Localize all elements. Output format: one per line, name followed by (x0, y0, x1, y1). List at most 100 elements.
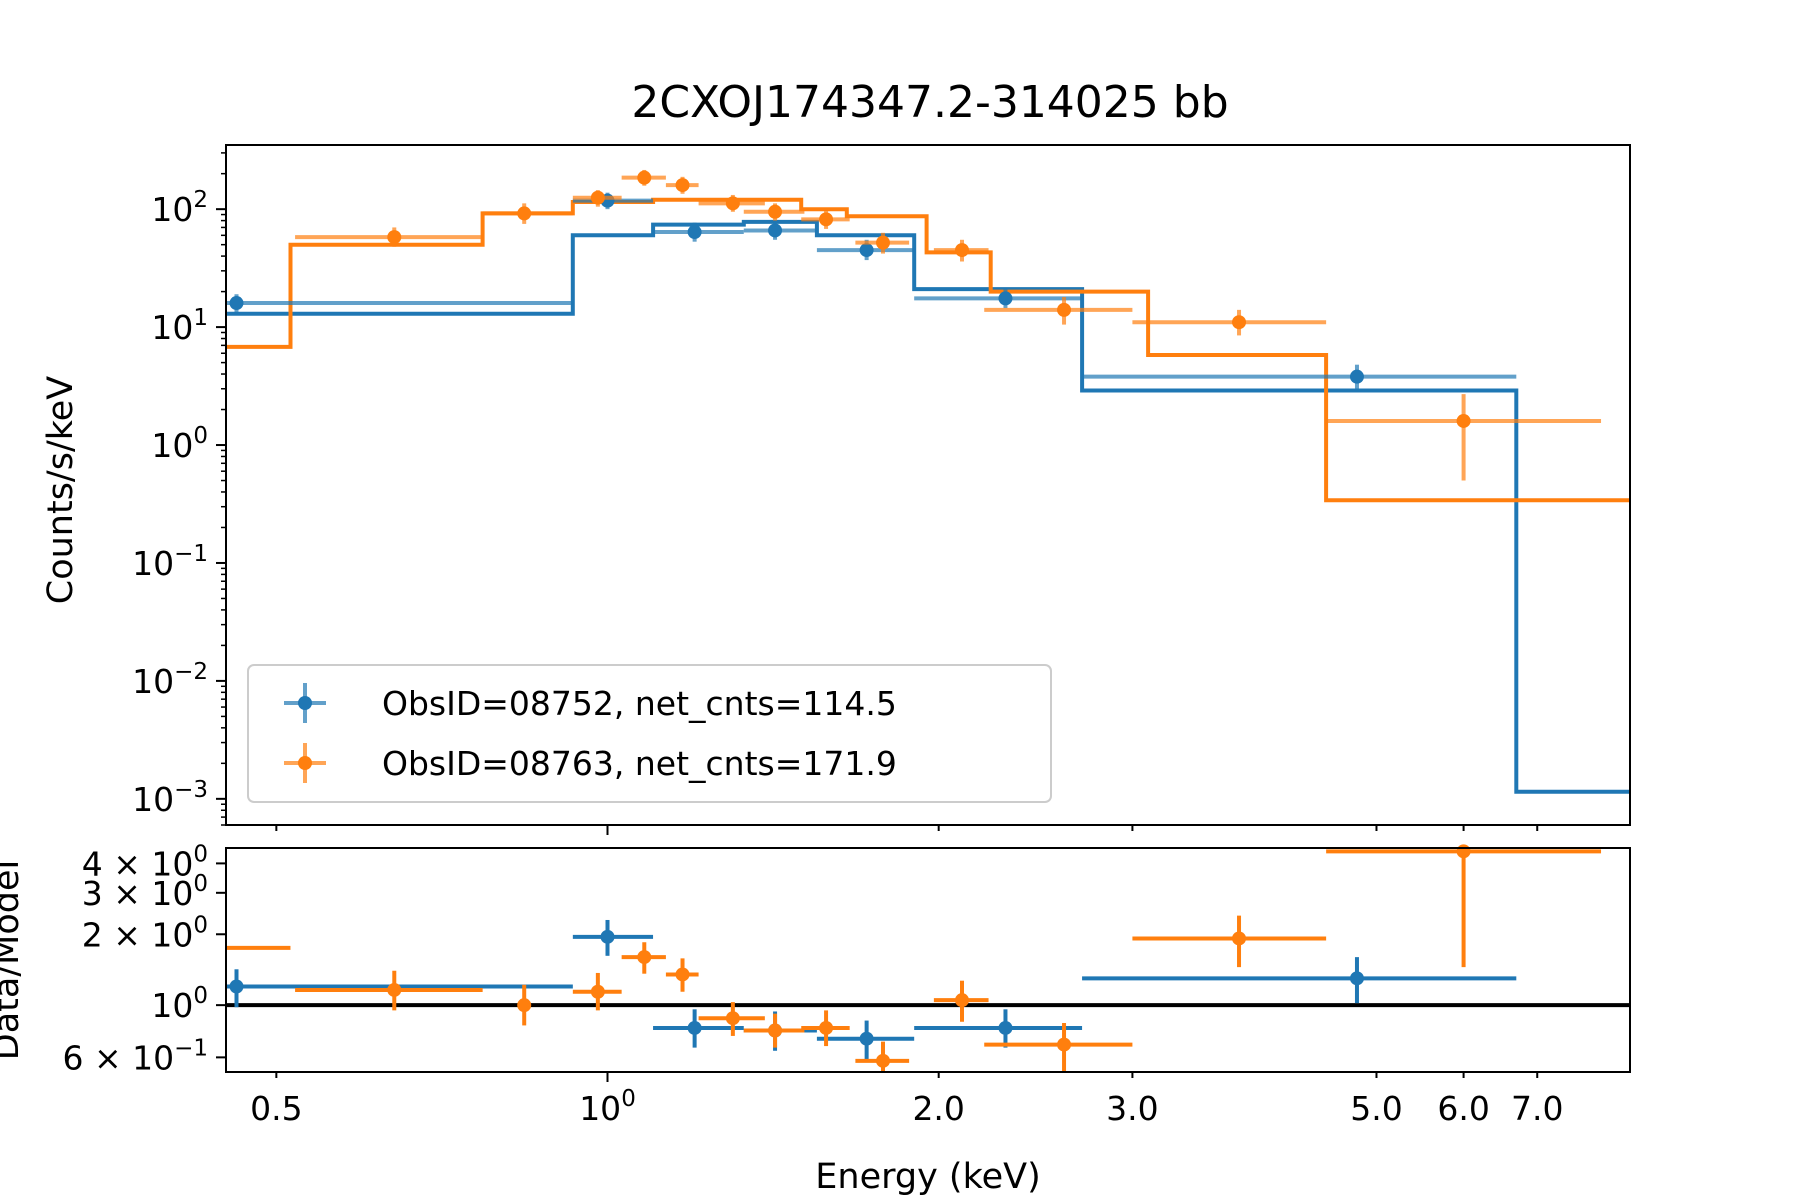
top-data-marker (859, 243, 874, 258)
top-data-point-series2 (295, 227, 483, 247)
bottom-data-marker (859, 1031, 874, 1046)
legend-marker (298, 696, 312, 710)
bottom-data-marker (229, 979, 244, 994)
top-data-point-series2 (1132, 309, 1327, 336)
legend-entry-2: ObsID=08763, net_cnts=171.9 (284, 743, 897, 783)
bottom-data-point-series1 (653, 1009, 744, 1048)
x-tick-label: 0.5 (250, 1089, 302, 1128)
top-panel-frame (225, 144, 1631, 826)
bottom-data-marker (637, 950, 652, 965)
bottom-y-tick-label: 4 × 100 (82, 841, 208, 883)
top-data-point-series2 (698, 194, 765, 212)
bottom-data-marker (600, 929, 615, 944)
top-data-marker (1232, 315, 1247, 330)
bottom-data-point-series1 (572, 919, 654, 956)
top-data-point-series1 (1082, 364, 1517, 389)
legend-marker (298, 756, 312, 770)
bottom-data-marker (1232, 931, 1247, 946)
bottom-data-marker (517, 998, 532, 1013)
top-data-point-series1 (226, 294, 573, 314)
top-data-point-series2 (855, 232, 910, 254)
x-axis-label: Energy (keV) (815, 1157, 1040, 1197)
bottom-data-point-series1 (816, 1020, 915, 1060)
bottom-data-point-series2 (572, 972, 622, 1011)
top-data-point-series2 (933, 239, 989, 262)
top-data-marker (819, 212, 834, 227)
bottom-data-marker (998, 1020, 1013, 1035)
bottom-data-point-series2 (698, 1002, 765, 1036)
bottom-data-marker (1349, 971, 1364, 986)
x-tick-label: 5.0 (1350, 1089, 1402, 1128)
top-y-axis-label: Counts/s/keV (41, 376, 81, 605)
chart-title: 2CXOJ174347.2-314025 bb (631, 77, 1228, 128)
bottom-data-point-series2 (665, 958, 699, 992)
top-data-marker (637, 170, 652, 185)
x-tick-label: 6.0 (1437, 1089, 1489, 1128)
bottom-data-marker (1456, 844, 1471, 859)
top-data-point-series1 (653, 222, 744, 242)
top-data-point-series2 (743, 203, 805, 221)
bottom-data-marker (876, 1053, 891, 1068)
bottom-data-marker (768, 1023, 783, 1038)
top-data-marker (675, 178, 690, 193)
bottom-data-point-series1 (1082, 957, 1517, 1004)
top-data-marker (1057, 302, 1072, 317)
legend: ObsID=08752, net_cnts=114.5 ObsID=08763, … (247, 664, 1052, 803)
legend-label: ObsID=08763, net_cnts=171.9 (382, 744, 897, 783)
top-data-point-series2 (984, 296, 1133, 325)
top-data-point-series1 (914, 289, 1083, 309)
bottom-data-marker (675, 967, 690, 982)
top-y-tick-label: 10−3 (132, 777, 208, 819)
top-data-point-series2 (665, 176, 699, 194)
top-data-point-series1 (743, 221, 817, 240)
top-data-point-series2 (572, 190, 622, 207)
bottom-data-point-series2 (1132, 915, 1327, 968)
bottom-data-marker (687, 1020, 702, 1035)
bottom-data-point-series2 (801, 1010, 850, 1047)
x-tick-label: 3.0 (1106, 1089, 1158, 1128)
top-data-point-series2 (621, 169, 666, 186)
bottom-data-point-series2 (855, 1041, 910, 1072)
top-data-marker (725, 196, 740, 211)
top-data-marker (590, 190, 605, 205)
x-tick-label: 7.0 (1511, 1089, 1563, 1128)
bottom-data-point-series2 (984, 1022, 1133, 1072)
top-data-marker (687, 225, 702, 240)
bottom-data-marker (819, 1020, 834, 1035)
bottom-data-point-series2 (517, 984, 532, 1026)
bottom-data-point-series2 (933, 980, 989, 1022)
top-data-marker (229, 296, 244, 311)
bottom-data-marker (954, 993, 969, 1008)
bottom-data-point-series2 (295, 970, 483, 1011)
top-data-marker (768, 223, 783, 238)
top-data-marker (998, 291, 1013, 306)
bottom-data-marker (1057, 1037, 1072, 1052)
top-data-marker (1349, 369, 1364, 384)
legend-entry-1: ObsID=08752, net_cnts=114.5 (284, 683, 897, 723)
legend-box (247, 664, 1052, 803)
legend-label: ObsID=08752, net_cnts=114.5 (382, 684, 897, 723)
top-data-point-series2 (1326, 394, 1602, 481)
bottom-data-marker (725, 1011, 740, 1026)
bottom-y-axis-label: Data/Model (0, 860, 27, 1060)
top-data-point-series2 (482, 203, 573, 224)
top-data-marker (517, 206, 532, 221)
bottom-data-point-series2 (621, 942, 666, 974)
bottom-data-marker (590, 984, 605, 999)
top-data-marker (954, 243, 969, 258)
bottom-panel-frame (225, 847, 1631, 1073)
top-data-point-series1 (816, 239, 915, 261)
bottom-y-tick-label: 3 × 100 (82, 871, 208, 913)
top-data-marker (1456, 413, 1471, 428)
bottom-y-tick-label: 2 × 100 (82, 912, 208, 954)
x-tick-label: 2.0 (912, 1089, 964, 1128)
bottom-data-point-series2 (743, 1013, 805, 1048)
top-data-marker (768, 204, 783, 219)
top-data-marker (876, 235, 891, 250)
top-data-point-series2 (801, 210, 850, 229)
bottom-data-marker (387, 982, 402, 997)
bottom-data-point-series1 (914, 1009, 1083, 1048)
